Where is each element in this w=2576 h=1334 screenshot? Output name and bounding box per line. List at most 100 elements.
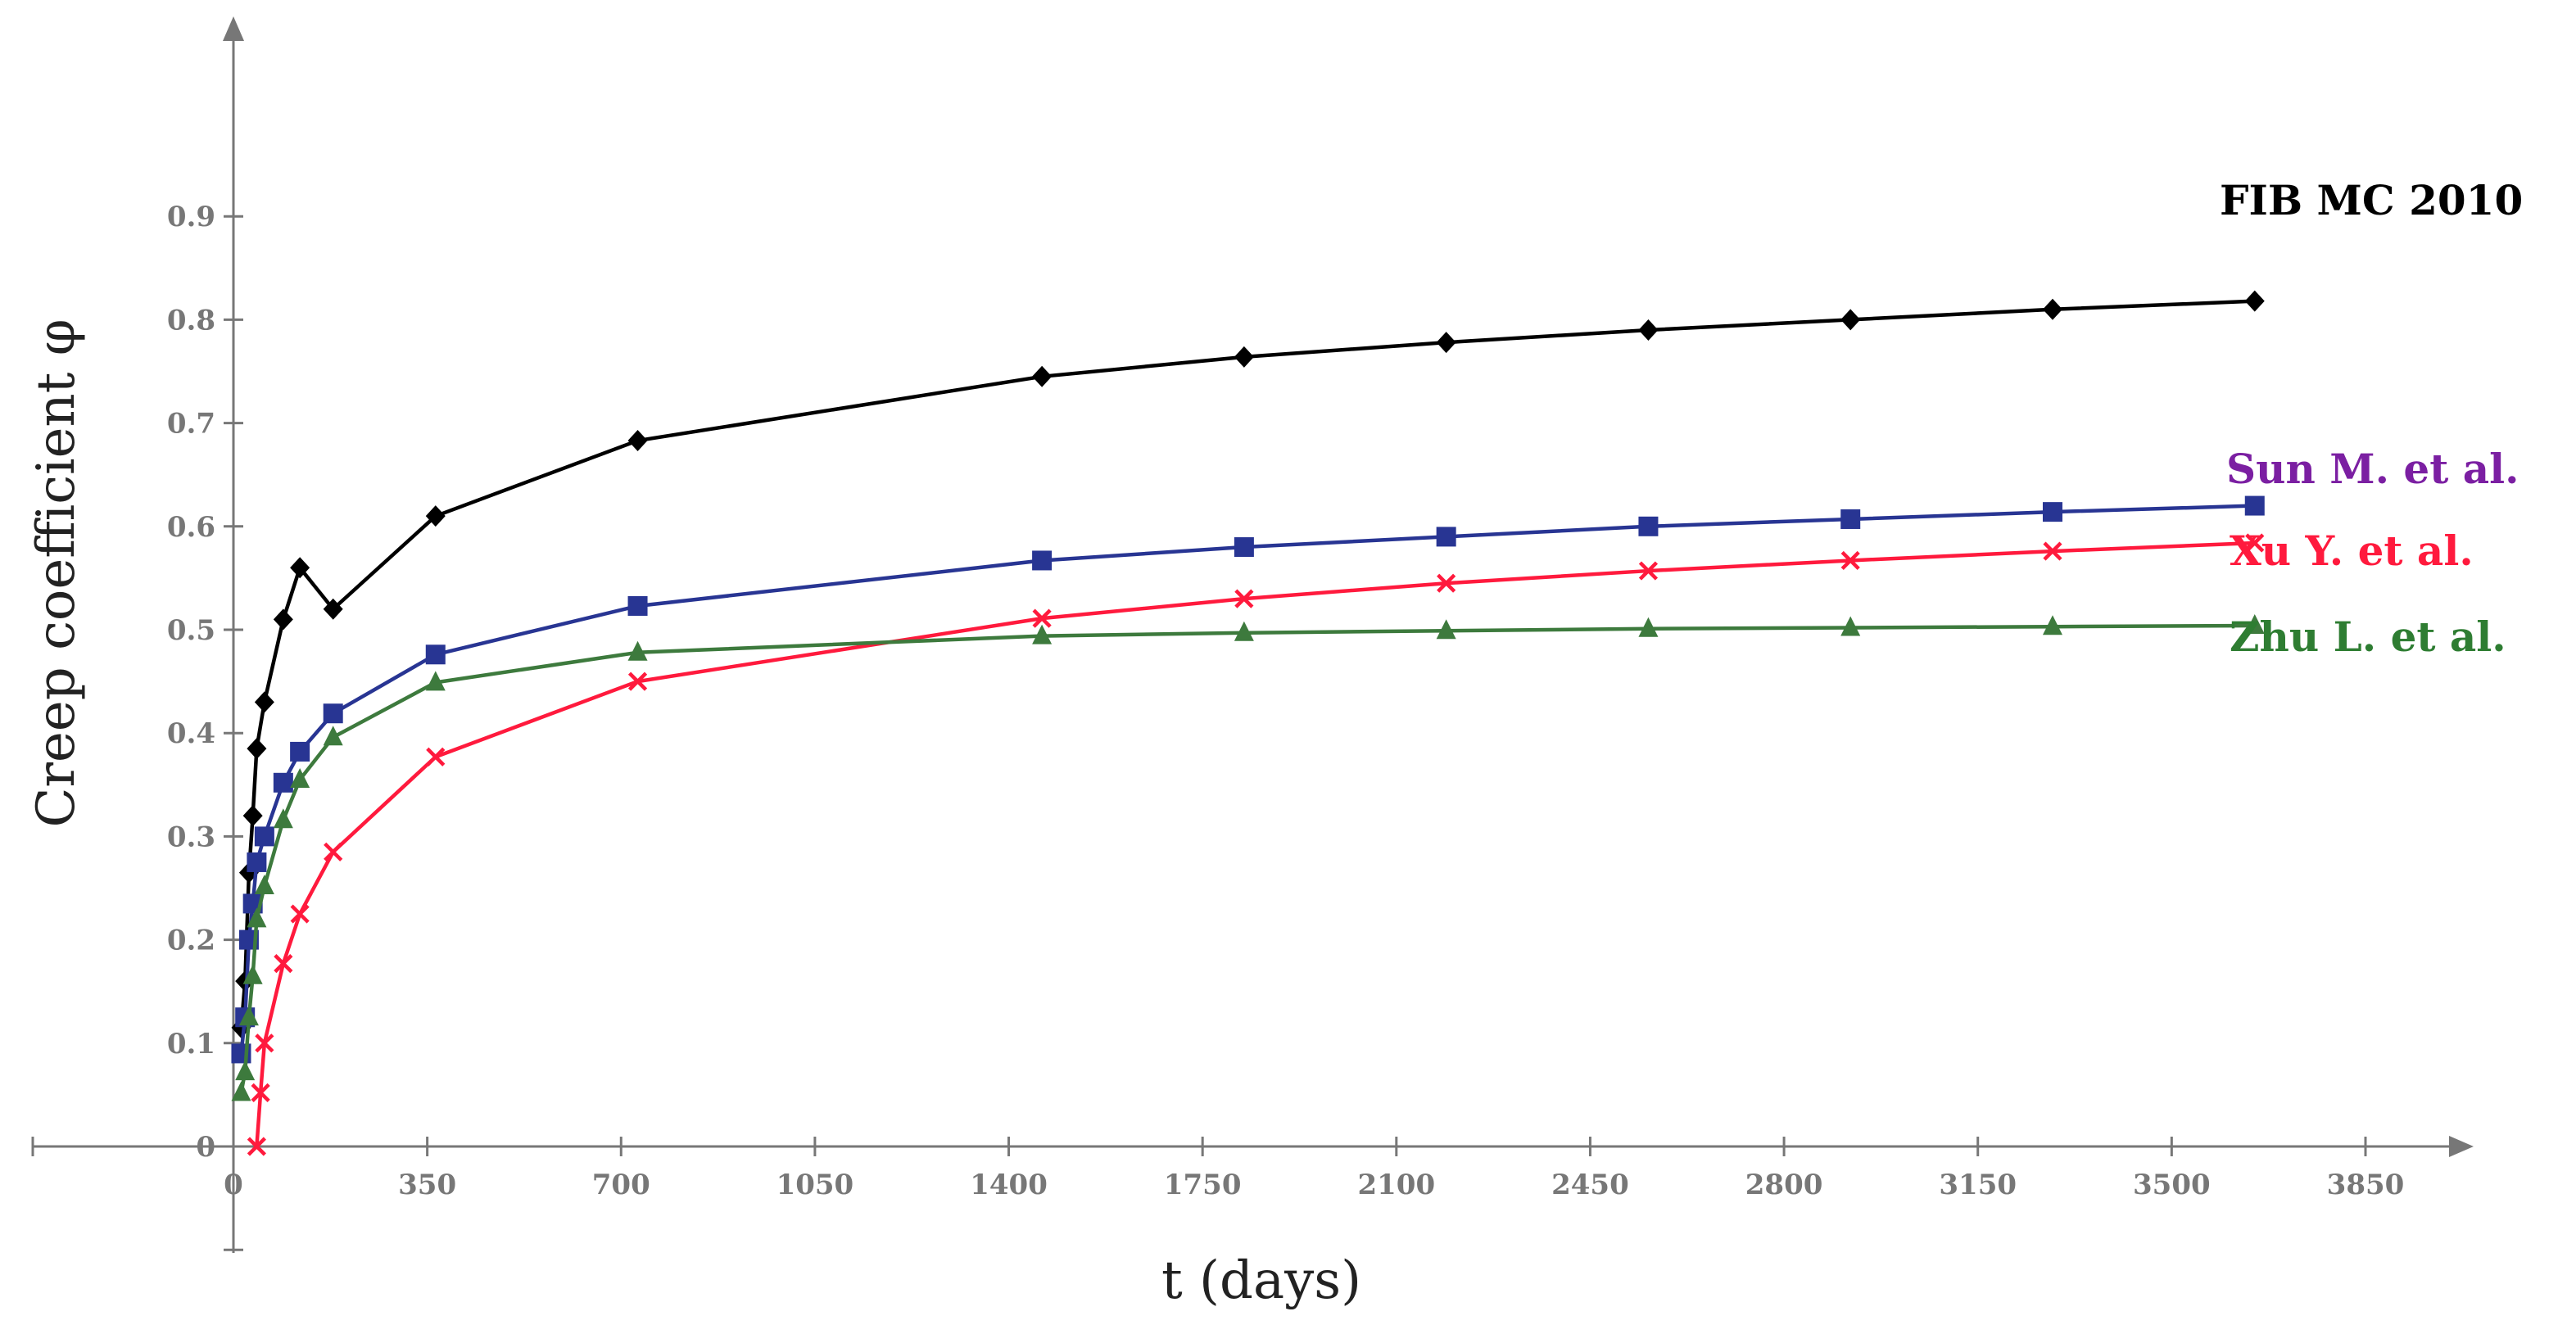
- series-layer: [231, 290, 2265, 1156]
- data-point: [323, 598, 343, 620]
- data-point: [2244, 290, 2265, 312]
- x-tick-label: 700: [592, 1169, 650, 1201]
- data-point: [323, 703, 343, 724]
- legend-label-zhu-l: Zhu L. et al.: [2230, 613, 2506, 661]
- data-point: [1436, 619, 1456, 640]
- data-point: [1234, 537, 1254, 558]
- y-tick-label: 0.4: [167, 717, 215, 750]
- data-point: [1437, 573, 1456, 593]
- data-point: [1234, 621, 1254, 641]
- data-point: [425, 671, 446, 691]
- data-point: [425, 505, 446, 527]
- x-axis-title: t (days): [1161, 1250, 1361, 1311]
- data-point: [2244, 495, 2265, 516]
- x-tick-label: 1750: [1164, 1169, 1242, 1201]
- x-axis-ticks: 0350700105014001750210024502800315035003…: [31, 1137, 2405, 1201]
- x-tick-label: 1400: [970, 1169, 1048, 1201]
- data-point: [235, 1060, 256, 1081]
- x-tick-label: 3850: [2327, 1169, 2405, 1201]
- data-point: [1234, 346, 1254, 368]
- data-point: [273, 808, 293, 829]
- data-point: [274, 954, 293, 974]
- x-axis-arrow-icon: [2449, 1136, 2474, 1157]
- data-point: [1840, 550, 1860, 571]
- data-point: [254, 691, 274, 713]
- y-tick-label: 0.9: [167, 201, 215, 233]
- x-tick-label: 3150: [1939, 1169, 2017, 1201]
- data-point: [242, 964, 263, 984]
- data-point: [1840, 616, 1861, 636]
- data-point: [627, 595, 648, 616]
- data-point: [247, 907, 267, 928]
- data-point: [1032, 624, 1053, 644]
- data-point: [290, 741, 310, 762]
- data-point: [2244, 613, 2265, 634]
- data-point: [2042, 298, 2062, 320]
- data-point: [627, 672, 648, 691]
- data-point: [273, 772, 293, 793]
- data-point: [231, 1081, 251, 1101]
- data-point: [242, 805, 263, 827]
- x-tick-label: 2450: [1551, 1169, 1629, 1201]
- data-point: [2042, 615, 2062, 635]
- y-axis-title: Creep coefficient φ: [26, 319, 87, 827]
- series-sun-m-et-al: [231, 495, 2265, 1064]
- y-axis-arrow-icon: [223, 16, 244, 41]
- data-point: [1638, 319, 1659, 341]
- series-fib-mc-2010: [231, 290, 2265, 1038]
- data-point: [247, 852, 267, 872]
- legend-label-xu-y: Xu Y. et al.: [2230, 527, 2474, 575]
- data-point: [1840, 309, 1861, 331]
- data-point: [273, 608, 293, 631]
- data-point: [627, 430, 648, 452]
- data-point: [1638, 516, 1659, 536]
- y-tick-label: 0.6: [167, 511, 215, 544]
- data-point: [1638, 561, 1659, 581]
- data-point: [290, 557, 310, 579]
- x-tick-label: 2800: [1745, 1169, 1823, 1201]
- x-tick-label: 2100: [1357, 1169, 1435, 1201]
- x-tick-label: 1050: [776, 1169, 854, 1201]
- data-point: [251, 1083, 270, 1102]
- legend-layer: FIB MC 2010 Sun M. et al. Xu Y. et al. Z…: [2220, 176, 2523, 661]
- data-point: [426, 747, 446, 766]
- data-point: [254, 874, 274, 894]
- data-point: [323, 726, 343, 746]
- x-tick-label: 3500: [2133, 1169, 2211, 1201]
- data-point: [2043, 541, 2062, 561]
- data-point: [2245, 533, 2265, 553]
- y-tick-label: 0.5: [167, 614, 215, 647]
- series-line-fib-mc-2010: [239, 299, 2255, 1029]
- data-point: [247, 738, 267, 760]
- data-point: [247, 1137, 266, 1156]
- y-tick-label: 0.1: [167, 1028, 215, 1060]
- data-point: [1638, 617, 1659, 637]
- data-point: [1032, 550, 1053, 571]
- y-axis-ticks: 0 0.1 0.2 0.3 0.4 0.5 0.6 0.7 0.8 0.9: [167, 201, 243, 1251]
- y-tick-label: 0: [196, 1131, 215, 1164]
- data-point: [627, 640, 648, 661]
- y-axis: 0 0.1 0.2 0.3 0.4 0.5 0.6 0.7 0.8 0.9: [167, 16, 244, 1253]
- data-point: [1032, 365, 1053, 387]
- data-point: [238, 1006, 259, 1026]
- series-line-zhu-l-et-al: [239, 623, 2255, 1093]
- x-axis: 0350700105014001750210024502800315035003…: [31, 1136, 2474, 1201]
- data-point: [290, 767, 310, 788]
- legend-label-fib-mc-2010: FIB MC 2010: [2220, 176, 2523, 224]
- data-point: [290, 904, 310, 924]
- data-point: [1840, 509, 1861, 529]
- x-tick-label: 350: [398, 1169, 456, 1201]
- series-xu-y-et-al: [247, 533, 2265, 1156]
- data-point: [1032, 608, 1052, 628]
- y-tick-label: 0.8: [167, 304, 215, 337]
- data-point: [254, 826, 274, 847]
- series-zhu-l-et-al: [231, 613, 2265, 1101]
- data-point: [425, 644, 446, 665]
- legend-label-sun-m: Sun M. et al.: [2226, 445, 2519, 493]
- data-point: [1436, 527, 1456, 547]
- series-line-sun-m-et-al: [239, 504, 2255, 1054]
- data-point: [1234, 589, 1254, 608]
- y-tick-label: 0.2: [167, 925, 215, 957]
- y-tick-label: 0.3: [167, 821, 215, 853]
